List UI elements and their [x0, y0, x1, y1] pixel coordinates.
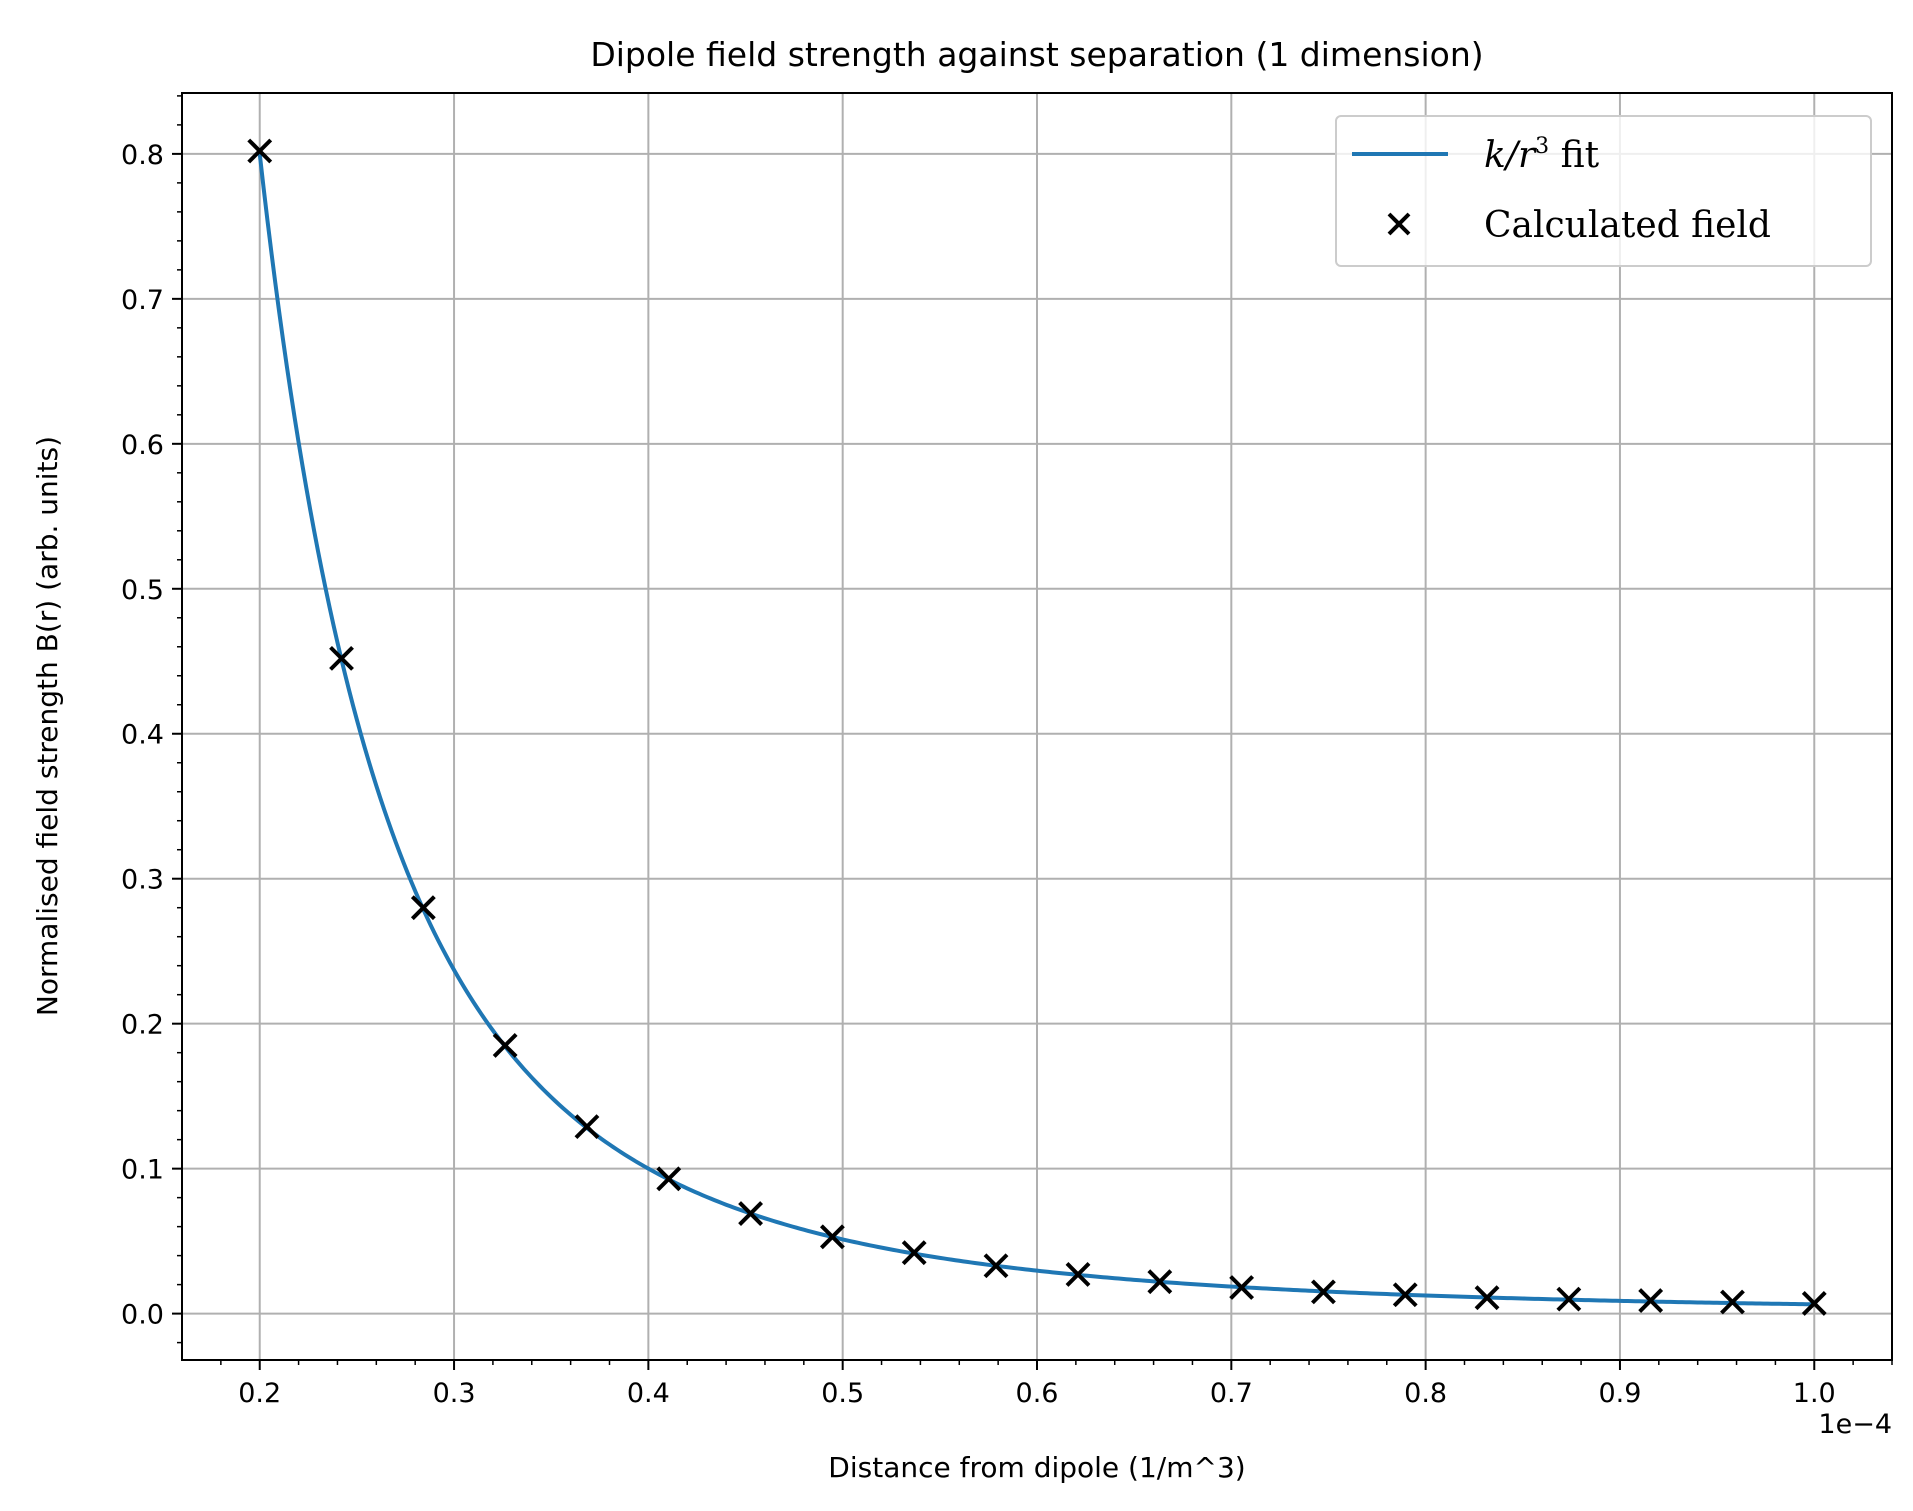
scatter-point-stroke	[1801, 1291, 1827, 1316]
scatter-point	[656, 1166, 682, 1192]
minor-ticks	[177, 95, 1893, 1365]
scatter-point	[1474, 1285, 1500, 1311]
legend-box	[1335, 115, 1872, 267]
x-axis-label: Distance from dipole (1/m^3)	[828, 1451, 1245, 1484]
y-tick-label: 0.8	[121, 140, 164, 171]
scatter-point-stroke	[1311, 1279, 1336, 1305]
x-tick-label: 1.0	[1793, 1378, 1836, 1409]
x-tick-label: 0.6	[1016, 1378, 1059, 1409]
x-tick-label: 0.4	[627, 1378, 670, 1409]
scatter-point-stroke	[1720, 1289, 1745, 1315]
scatter-point	[983, 1253, 1009, 1279]
scatter-point	[1720, 1289, 1745, 1315]
scatter-point-stroke	[1638, 1288, 1664, 1313]
scatter-point	[1556, 1286, 1582, 1312]
y-tick-label: 0.4	[121, 720, 164, 751]
chart-title: Dipole field strength against separation…	[590, 35, 1483, 74]
scatter-point-stroke	[819, 1224, 845, 1250]
scatter-point-stroke	[410, 895, 436, 921]
x-tick-label: 0.7	[1210, 1378, 1253, 1409]
fit-curve-line	[257, 153, 1815, 1307]
y-tick-label: 0.1	[121, 1155, 164, 1186]
scatter-point-stroke	[901, 1240, 927, 1266]
x-tick-label: 0.9	[1598, 1378, 1641, 1409]
legend: k/r3 fit Calculated field	[1335, 115, 1872, 267]
legend-scatter-marker	[1387, 212, 1411, 236]
series-layer	[247, 138, 1827, 1316]
scatter-point-stroke	[1147, 1269, 1173, 1295]
x-axis-offset-label: 1e−4	[1818, 1409, 1892, 1440]
scatter-point	[247, 138, 273, 164]
scatter-point	[1147, 1269, 1173, 1295]
scatter-point	[1638, 1288, 1664, 1313]
scatter-point-stroke	[492, 1033, 518, 1058]
scatter-point-stroke	[656, 1166, 682, 1192]
scatter-point-stroke	[329, 645, 354, 671]
scatter-point	[1311, 1279, 1336, 1305]
scatter-point	[329, 645, 354, 671]
scatter-point	[410, 895, 436, 921]
scatter-point-stroke	[1065, 1262, 1091, 1287]
scatter-point-stroke	[1229, 1275, 1255, 1300]
scatter-point-stroke	[1392, 1282, 1418, 1308]
scatter-point	[1801, 1291, 1827, 1316]
scatter-point-stroke	[738, 1201, 763, 1226]
scatter-point-stroke	[1556, 1286, 1582, 1312]
legend-fit-label: k/r3 fit	[1484, 134, 1600, 176]
scatter-point	[492, 1033, 518, 1058]
x-tick-label: 0.5	[821, 1378, 864, 1409]
scatter-point-stroke	[983, 1253, 1009, 1279]
scatter-point	[574, 1114, 600, 1140]
scatter-point-stroke	[1474, 1285, 1500, 1311]
y-tick-label: 0.7	[121, 285, 164, 316]
scatter-point	[1065, 1262, 1091, 1287]
scatter-point	[819, 1224, 845, 1250]
y-tick-label: 0.2	[121, 1010, 164, 1041]
scatter-point-stroke	[247, 138, 273, 164]
x-tick-label: 0.3	[433, 1378, 476, 1409]
scatter-point-stroke	[574, 1114, 600, 1140]
scatter-point	[901, 1240, 927, 1266]
y-tick-label: 0.3	[121, 865, 164, 896]
legend-scatter-label: Calculated field	[1484, 205, 1771, 246]
y-tick-label: 0.6	[121, 430, 164, 461]
y-tick-label: 0.5	[121, 575, 164, 606]
x-tick-label: 0.8	[1404, 1378, 1447, 1409]
scatter-point	[1392, 1282, 1418, 1308]
y-axis-label: Normalised field strength B(r) (arb. uni…	[31, 436, 64, 1016]
major-ticks	[172, 152, 1816, 1370]
scatter-point	[738, 1201, 763, 1226]
x-tick-label: 0.2	[238, 1378, 281, 1409]
y-tick-label: 0.0	[121, 1300, 164, 1331]
scatter-point	[1229, 1275, 1255, 1300]
plot-frame	[181, 92, 1893, 1361]
grid	[182, 93, 1892, 1360]
